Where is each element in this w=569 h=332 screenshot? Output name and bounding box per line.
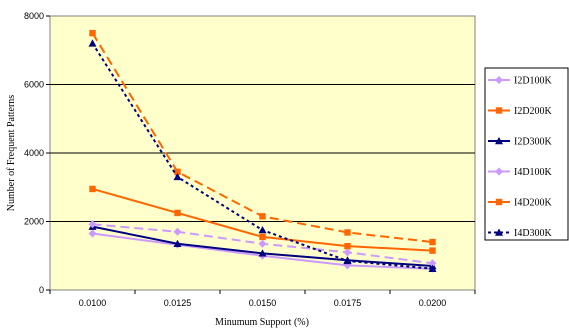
data-point	[343, 248, 352, 257]
y-tick-label: 4000	[24, 148, 44, 158]
series-layer	[88, 29, 437, 273]
legend-label: I4D100K	[514, 167, 553, 178]
series-I2D200K	[89, 185, 436, 254]
data-point	[258, 239, 267, 248]
legend-label: I2D300K	[514, 137, 553, 148]
data-point	[429, 247, 436, 254]
legend-marker	[495, 198, 503, 206]
data-point	[173, 227, 182, 236]
legend-item: I4D200K	[488, 198, 553, 209]
grid-lines	[50, 84, 475, 222]
data-point	[344, 229, 351, 236]
x-tick-label: 0.0125	[164, 298, 192, 308]
data-point	[174, 209, 181, 217]
legend-item: I4D300K	[488, 228, 553, 239]
data-point	[89, 29, 96, 37]
legend-marker	[495, 137, 503, 145]
legend-marker	[495, 107, 503, 114]
series-I4D300K	[88, 39, 437, 272]
data-point	[428, 259, 437, 268]
legend-item: I4D100K	[488, 167, 553, 178]
data-point	[173, 239, 182, 247]
y-tick-label: 8000	[24, 11, 44, 21]
x-tick-label: 0.0150	[249, 298, 277, 308]
y-tick-label: 2000	[24, 217, 44, 227]
legend: I2D100K I2D200K I2D300K I4D100K I4D200K I4D30…	[488, 76, 553, 239]
x-tick-label: 0.0175	[334, 298, 362, 308]
y-tick-label: 6000	[24, 80, 44, 90]
legend-label: I4D300K	[514, 228, 553, 239]
y-axis: 0 2000 4000 6000 8000	[24, 11, 50, 295]
data-point	[259, 233, 266, 241]
legend-marker	[495, 167, 503, 176]
y-tick-label: 0	[39, 285, 44, 295]
series-I4D200K	[89, 29, 436, 246]
data-point	[88, 39, 97, 47]
legend-label: I2D100K	[514, 76, 553, 87]
data-point	[258, 249, 267, 257]
x-axis: 0.0100 0.0125 0.0150 0.0175 0.0200	[49, 290, 476, 308]
x-axis-label: Minumum Support (%)	[215, 317, 309, 328]
data-point	[429, 238, 436, 246]
legend-label: I2D200K	[514, 106, 553, 117]
legend-item: I2D200K	[488, 106, 553, 117]
legend-item: I2D100K	[488, 76, 553, 87]
legend-marker	[495, 228, 503, 236]
series-I4D100K	[88, 220, 437, 268]
data-point	[88, 229, 97, 238]
data-point	[343, 256, 352, 265]
data-point	[344, 242, 351, 250]
legend-box	[484, 67, 569, 241]
y-axis-label: Number of Frequent Patterns	[6, 95, 17, 211]
data-point	[89, 185, 96, 193]
data-point	[428, 264, 437, 272]
legend-item: I2D300K	[488, 137, 553, 148]
data-point	[174, 168, 181, 176]
data-point	[258, 226, 267, 234]
data-point	[88, 220, 97, 229]
legend-label: I4D200K	[514, 198, 553, 209]
x-tick-label: 0.0200	[419, 298, 447, 308]
x-tick-label: 0.0100	[79, 298, 107, 308]
data-point	[259, 213, 266, 220]
legend-marker	[495, 76, 503, 84]
data-point	[173, 172, 182, 181]
